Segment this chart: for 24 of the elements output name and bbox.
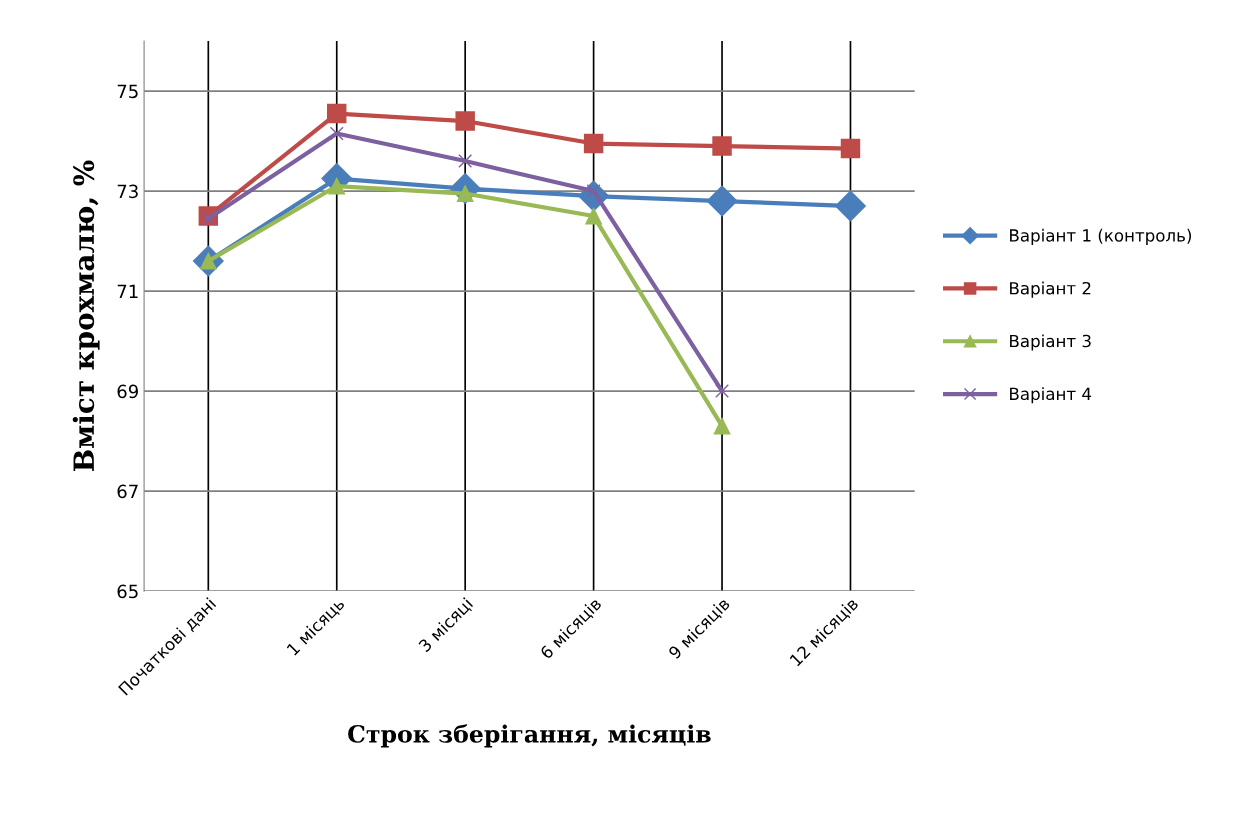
- point: [455, 111, 475, 131]
- y-tick-label: 65: [117, 584, 138, 599]
- point: [583, 133, 604, 154]
- y-tick-label: 69: [117, 384, 138, 399]
- point: [458, 154, 473, 169]
- point: [840, 138, 861, 159]
- legend-label: Варіант 4: [1010, 387, 1092, 404]
- legend-label: Варіант 1 (контроль): [1010, 228, 1191, 245]
- legend-label: Варіант 3: [1010, 334, 1091, 351]
- y-tick-label: 73: [117, 184, 138, 199]
- point: [329, 126, 344, 141]
- y-tick-label: 67: [117, 484, 138, 499]
- legend-label: Варіант 2: [1010, 281, 1091, 298]
- point: [706, 185, 738, 217]
- y-axis-title: Вміст крохмалю, %: [72, 160, 100, 472]
- y-tick-label: 71: [117, 284, 138, 298]
- point: [713, 417, 731, 435]
- point: [715, 384, 729, 399]
- point: [712, 136, 732, 156]
- y-tick-label: 75: [117, 84, 138, 99]
- x-axis-title: Строк зберігання, місяців: [348, 724, 711, 748]
- point: [835, 190, 866, 222]
- point: [585, 207, 602, 225]
- point: [327, 103, 347, 124]
